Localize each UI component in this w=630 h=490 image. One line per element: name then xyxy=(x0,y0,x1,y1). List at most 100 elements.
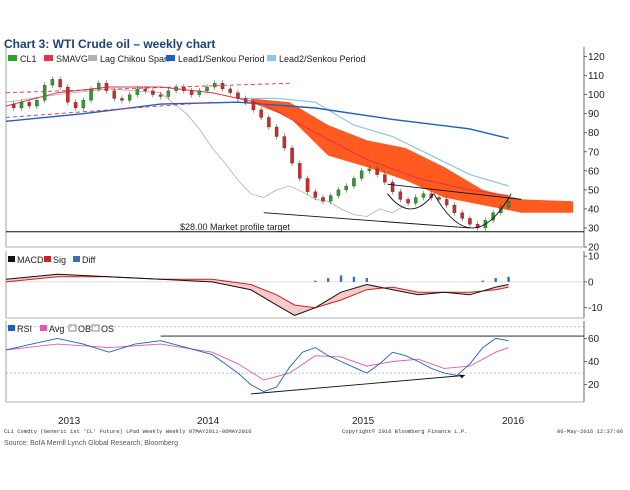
candle xyxy=(120,98,124,101)
candle xyxy=(205,86,209,91)
candle xyxy=(444,199,449,206)
macd-diff-bar xyxy=(352,276,356,282)
candle xyxy=(220,83,225,90)
macd-y-tick-label: 0 xyxy=(588,277,594,288)
macd-diff-bar xyxy=(326,278,330,282)
legend-sig: Sig xyxy=(53,255,66,265)
source-note: Source: BofA Merrill Lynch Global Resear… xyxy=(4,440,179,447)
price-y-tick-label: 110 xyxy=(588,71,604,82)
candle xyxy=(282,136,287,149)
legend-avg: Avg xyxy=(49,324,64,334)
candle xyxy=(367,168,372,171)
candle xyxy=(27,102,31,107)
candle xyxy=(135,88,140,95)
legend-chikou-swatch xyxy=(88,55,97,61)
ichimoku-cloud xyxy=(250,98,574,213)
market-profile-target-label: $28.00 Market profile target xyxy=(180,222,291,232)
legend-chikou: Lag Chikou Span xyxy=(100,54,169,64)
candle xyxy=(390,182,395,192)
macd-y-tick-label: 10 xyxy=(588,252,600,263)
candle xyxy=(298,163,302,179)
candle xyxy=(251,102,256,111)
price-y-tick-label: 100 xyxy=(588,90,605,101)
legend-rsi: RSI xyxy=(17,324,32,334)
rsi-y-tick-label: 20 xyxy=(588,380,600,391)
candle xyxy=(321,197,325,202)
candle xyxy=(468,218,472,225)
candle xyxy=(305,178,310,192)
legend-os-swatch xyxy=(91,324,100,332)
legend-ob: OB xyxy=(78,324,91,334)
candle xyxy=(460,212,464,219)
x-tick-2013: 2013 xyxy=(58,416,81,427)
arrow-head-icon xyxy=(458,374,465,379)
legend-lead2-swatch xyxy=(267,55,276,61)
candle xyxy=(290,147,294,164)
candle xyxy=(328,195,333,202)
candle xyxy=(174,86,178,91)
candle xyxy=(19,102,24,109)
x-tick-2014: 2014 xyxy=(197,416,220,427)
candle xyxy=(97,83,101,90)
candle xyxy=(143,88,147,91)
lead1-senkou-line xyxy=(5,101,509,140)
x-axis: 2013 2014 2015 2016 xyxy=(58,416,525,427)
macd-diff-bar xyxy=(494,278,497,282)
legend-smavg: SMAVG xyxy=(56,54,88,64)
candle xyxy=(58,79,62,88)
rsi-divergence-arrow xyxy=(250,374,465,395)
price-y-tick-label: 50 xyxy=(588,185,600,196)
price-y-tick-label: 20 xyxy=(588,243,600,254)
footer-center: Copyright© 2016 Bloomberg Finance L.P. xyxy=(342,428,467,435)
price-y-tick-label: 80 xyxy=(588,128,600,139)
candle xyxy=(274,126,279,137)
rsi-line xyxy=(5,337,509,393)
candle xyxy=(182,86,186,91)
legend-rsi-swatch xyxy=(8,325,15,331)
candle xyxy=(359,170,364,179)
price-legend: CL1 SMAVG Lag Chikou Span Lead1/Senkou P… xyxy=(8,54,366,64)
price-y-tick-label: 40 xyxy=(588,204,600,215)
candle xyxy=(236,92,240,99)
candle xyxy=(197,90,202,95)
x-tick-2015: 2015 xyxy=(352,416,375,427)
rsi-average-line xyxy=(5,343,509,381)
rsi-legend: RSI Avg OB OS xyxy=(8,324,114,334)
macd-panel: 10 0 -10 xyxy=(5,251,603,319)
resistance-trendline xyxy=(387,183,522,200)
macd-line xyxy=(5,273,509,316)
candle xyxy=(42,84,47,101)
macd-diff-bar xyxy=(339,275,343,282)
rsi-y-tick-label: 60 xyxy=(588,334,600,345)
candle xyxy=(313,191,318,198)
price-panel: 120 110 100 90 80 70 60 50 40 30 20 $28.00 Market p… xyxy=(5,47,605,254)
candle xyxy=(243,98,248,103)
candle xyxy=(189,90,194,95)
candle xyxy=(11,103,16,109)
legend-cl1-swatch xyxy=(8,55,17,61)
upper-channel-line xyxy=(5,82,290,94)
legend-macd-swatch xyxy=(8,256,15,262)
candle xyxy=(452,204,457,213)
legend-os: OS xyxy=(101,324,114,334)
candle xyxy=(228,88,232,93)
candle xyxy=(406,199,410,204)
candle xyxy=(213,83,217,88)
legend-cl1: CL1 xyxy=(20,54,37,64)
candle xyxy=(267,117,271,128)
macd-diff-bar xyxy=(314,280,317,282)
candle xyxy=(344,185,348,191)
candle xyxy=(414,197,418,204)
macd-diff-bar xyxy=(481,280,484,282)
lead2-senkou-line xyxy=(238,97,509,187)
legend-lead1-swatch xyxy=(166,55,175,61)
candle xyxy=(437,197,441,200)
legend-diff: Diff xyxy=(82,255,96,265)
legend-lead1: Lead1/Senkou Period xyxy=(178,54,265,64)
macd-legend: MACD Sig Diff xyxy=(8,255,96,265)
legend-lead2: Lead2/Senkou Period xyxy=(279,54,366,64)
legend-diff-swatch xyxy=(73,256,80,262)
candle xyxy=(166,90,171,97)
footer-right: 06-May-2016 12:37:06 xyxy=(557,428,623,435)
